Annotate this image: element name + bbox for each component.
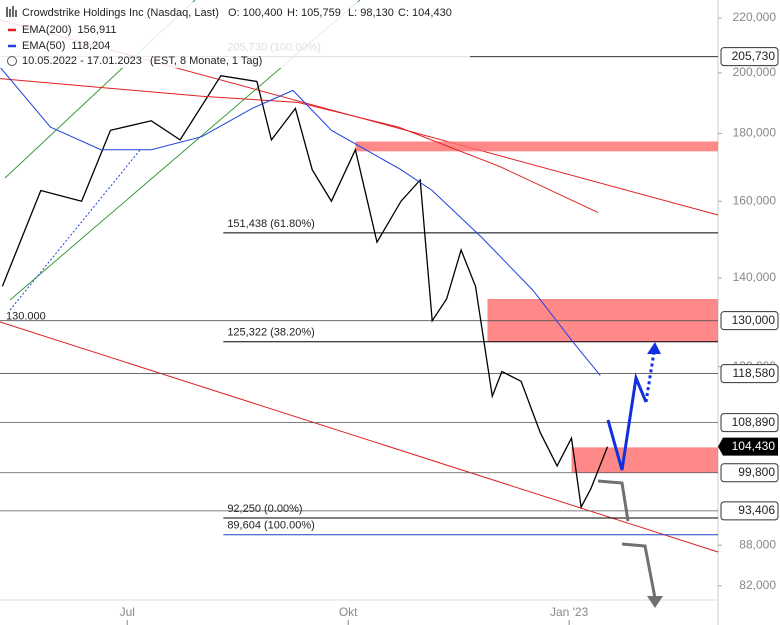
y-tick-label: 88,000 [739, 537, 776, 551]
projection-arrow [597, 479, 630, 522]
x-tick-label: Okt [339, 605, 358, 619]
y-tick-label: 200,000 [733, 65, 777, 79]
low-mark-label: 130.000 [6, 311, 46, 323]
chart-icon [6, 6, 17, 17]
projection-arrow [644, 351, 656, 403]
legend-name: EMA(200) [22, 24, 72, 36]
projection-arrow [606, 372, 648, 471]
y-tick-label: 140,000 [733, 270, 777, 284]
level-label: 93,406 [738, 503, 775, 517]
level-box [720, 311, 779, 331]
open: O: 100,400 [228, 7, 282, 19]
fib-label: 125,322 (38.20%) [227, 327, 314, 339]
period: 10.05.2022 - 17.01.2023 [22, 55, 142, 67]
y-tick-label: 160,000 [733, 193, 777, 207]
low: L: 98,130 [348, 7, 394, 19]
legend-value: 156,911 [78, 24, 117, 36]
projection-arrow [621, 542, 657, 599]
x-tick-label: Jul [120, 605, 135, 619]
clock-icon [7, 56, 17, 66]
level-box [720, 413, 779, 433]
level-label: 118,580 [733, 366, 776, 380]
last-price-label: 104,430 [732, 439, 776, 453]
trend-line [0, 321, 719, 553]
y-tick-label: 82,000 [739, 578, 776, 592]
level-label: 99,800 [738, 465, 775, 479]
fib-label: 89,604 (100.00%) [227, 520, 314, 532]
legend-value: 118,204 [71, 40, 110, 52]
price-line [1, 74, 609, 510]
high: H: 105,759 [287, 7, 341, 19]
arrow-head [647, 596, 663, 608]
level-box [720, 463, 779, 483]
level-label: 205,730 [732, 49, 776, 63]
y-tick-label: 220,000 [733, 10, 777, 24]
level-box [720, 501, 779, 521]
header-bg [0, 2, 470, 68]
last-price-box [718, 437, 778, 456]
close: C: 104,430 [398, 7, 452, 19]
legend-name: EMA(50) [22, 40, 65, 52]
fib-label: 151,438 (61.80%) [227, 218, 314, 230]
title: Crowdstrike Holdings Inc (Nasdaq, Last) [22, 7, 219, 19]
y-tick-label: 180,000 [733, 126, 777, 140]
level-label: 108,890 [732, 415, 776, 429]
arrow-head [647, 342, 661, 354]
fib-label: 92,250 (0.00%) [227, 503, 302, 515]
level-box [720, 47, 779, 67]
zone [571, 447, 718, 473]
level-box [720, 364, 779, 384]
zone [355, 141, 718, 152]
period-info: (EST, 8 Monate, 1 Tag) [150, 55, 262, 67]
x-tick-label: Jan '23 [550, 605, 589, 619]
level-label: 130,000 [732, 313, 776, 327]
ema-line [0, 78, 599, 213]
ema-line [0, 66, 601, 376]
